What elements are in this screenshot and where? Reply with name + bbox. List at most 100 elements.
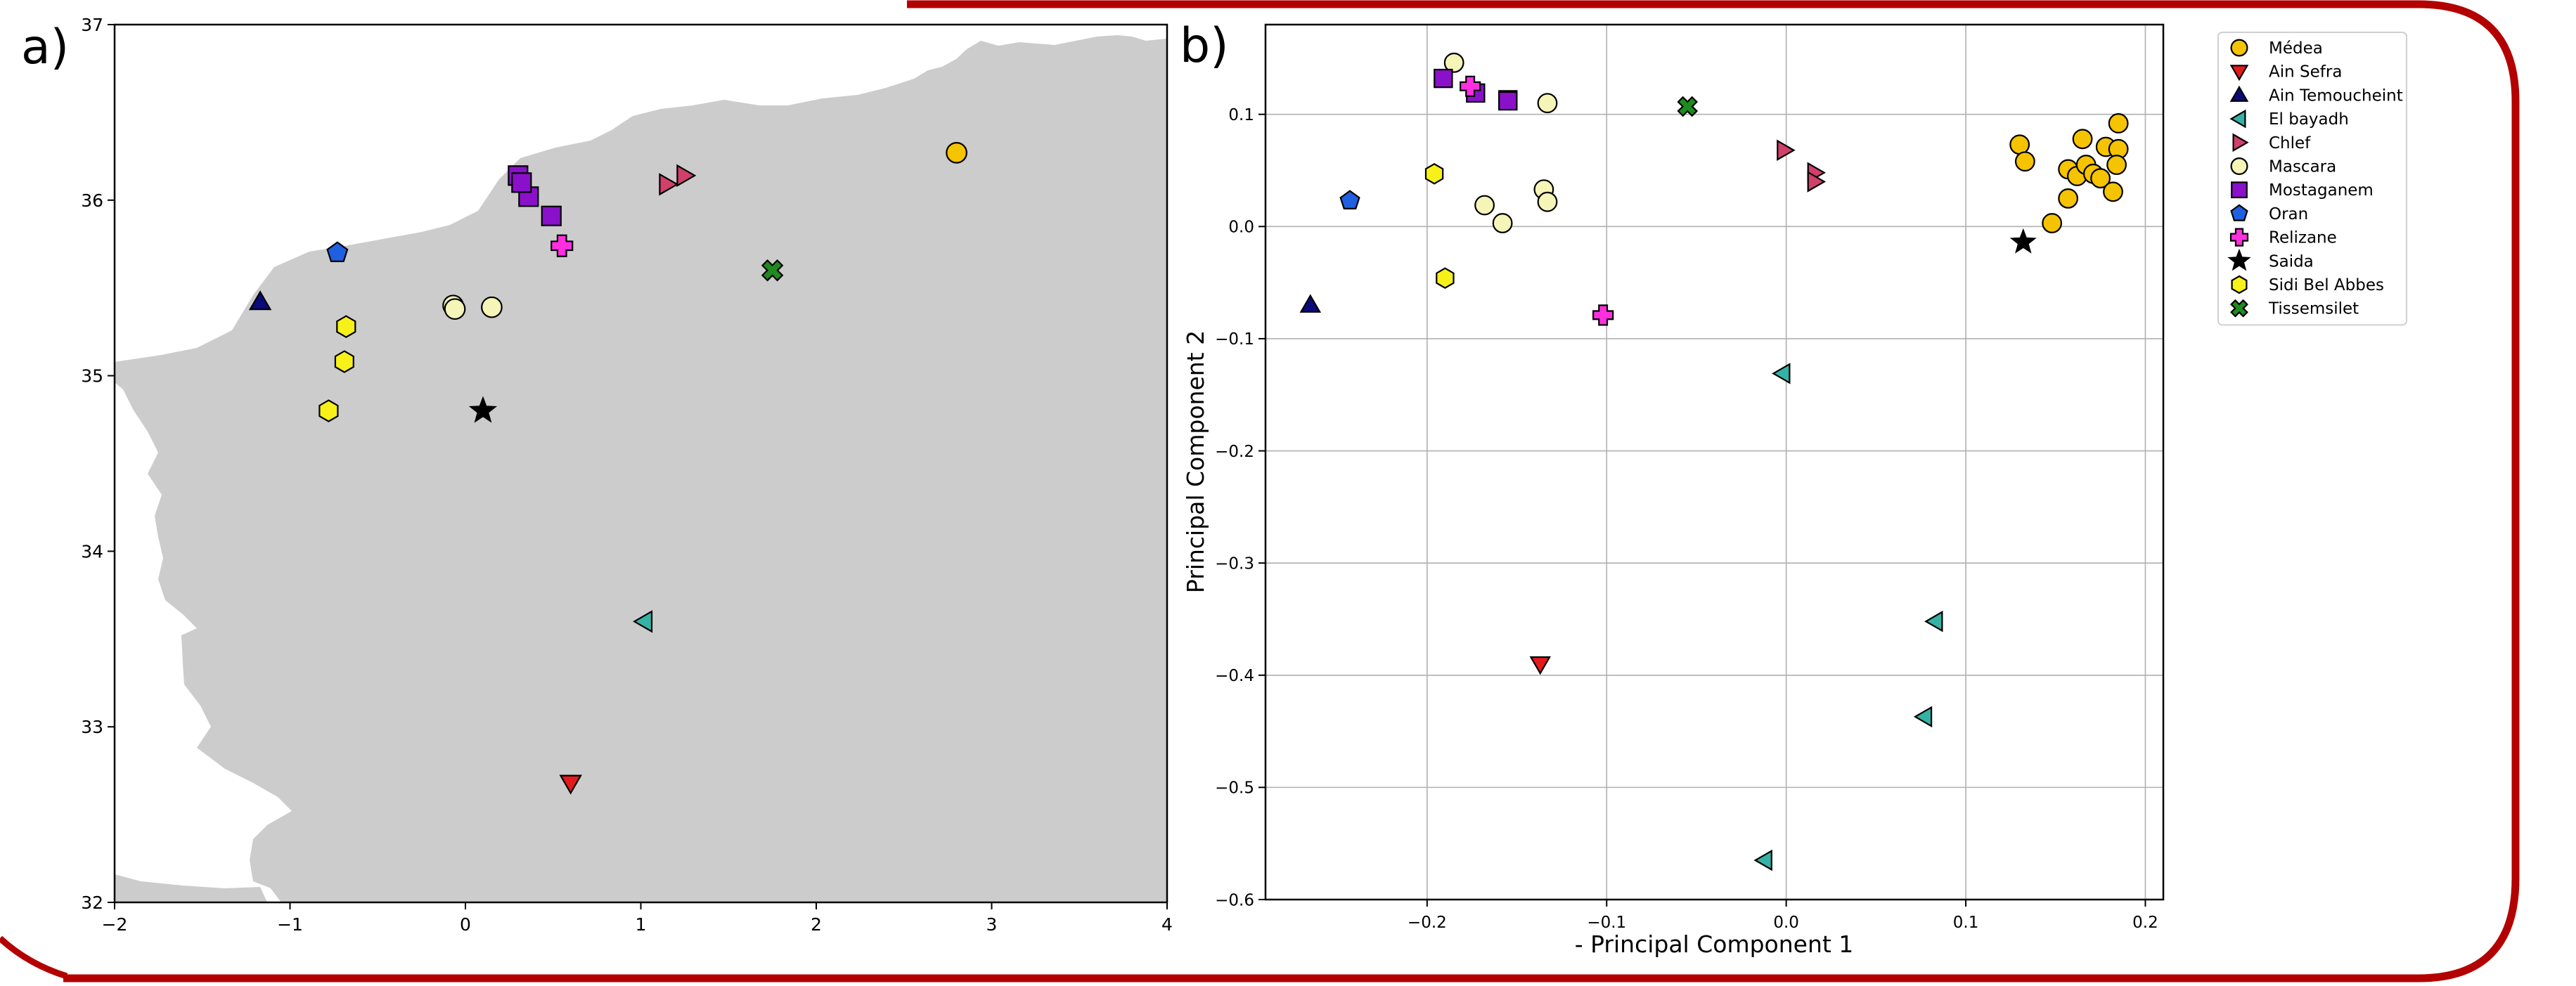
- legend-item-relizane: Relizane: [2229, 228, 2337, 247]
- a-ytick-label: 37: [81, 15, 103, 35]
- b-xtick-label: 0.2: [2132, 914, 2158, 932]
- a-point-sidi-bel-abbes: [318, 399, 339, 422]
- legend-label-mostaganem: Mostaganem: [2269, 181, 2374, 200]
- b-point-medea: [2108, 113, 2129, 134]
- legend-box: [2217, 32, 2407, 326]
- legend-item-chlef: Chlef: [2232, 133, 2311, 153]
- b-point-medea: [2009, 134, 2030, 155]
- legend-label-tissemsilet: Tissemsilet: [2268, 300, 2359, 318]
- a-xtick-label: 4: [1161, 914, 1173, 935]
- legend-marker-tissemsilet: [2230, 299, 2248, 318]
- b-ytick-label: 0.0: [1228, 219, 1254, 237]
- legend-label-mascara: Mascara: [2269, 158, 2336, 176]
- a-point-saida: [468, 396, 498, 423]
- b-ytick-label: −0.6: [1215, 891, 1254, 909]
- b-xtick-label: 0.1: [1953, 914, 1979, 932]
- map-land-corner: [115, 874, 267, 902]
- b-point-mascara: [1537, 93, 1558, 114]
- panel-b-ylabel: Principal Component 2: [1182, 330, 1209, 593]
- legend-item-ain-temoucheint: Ain Temoucheint: [2229, 85, 2403, 105]
- b-ytick-label: 0.1: [1228, 106, 1254, 124]
- legend-item-sidi-bel-abbes: Sidi Bel Abbes: [2231, 275, 2384, 294]
- a-point-mostaganem: [541, 205, 562, 226]
- legend-label-sidi-bel-abbes: Sidi Bel Abbes: [2269, 276, 2384, 294]
- legend-item-tissemsilet: Tissemsilet: [2230, 299, 2359, 318]
- panel-b-frame: [1264, 23, 2165, 901]
- a-point-chlef: [676, 164, 697, 188]
- legend-marker-ain-sefra: [2229, 65, 2249, 82]
- b-point-chlef: [1807, 171, 1826, 193]
- b-point-oran: [1339, 190, 1360, 209]
- a-point-relizane: [550, 234, 574, 257]
- a-xtick-label: 1: [636, 914, 647, 935]
- panel-b: b) −0.2 −0.1 0.0 0.1 0.2 −0.6 −0.5 −0.4 −0.3 −0.2…: [1180, 18, 2407, 958]
- b-point-medea: [2014, 151, 2035, 172]
- legend-marker-mascara: [2230, 157, 2248, 176]
- legend-item-mostaganem: Mostaganem: [2231, 181, 2374, 200]
- a-point-sidi-bel-abbes: [334, 350, 354, 373]
- b-point-ain-temoucheint: [1299, 294, 1322, 313]
- legend-marker-mostaganem: [2231, 181, 2248, 199]
- legend-label-relizane: Relizane: [2269, 229, 2337, 247]
- b-point-el-bayadh: [1913, 706, 1933, 728]
- legend-label-saida: Saida: [2269, 252, 2314, 271]
- a-xtick-label: −2: [102, 914, 128, 935]
- legend-marker-el-bayadh: [2229, 109, 2246, 129]
- legend-marker-sidi-bel-abbes: [2231, 275, 2248, 294]
- b-point-sidi-bel-abbes: [1436, 267, 1455, 289]
- b-point-medea: [2042, 213, 2063, 233]
- panel-b-xlabel: - Principal Component 1: [1575, 930, 1854, 958]
- b-point-ain-sefra: [1529, 656, 1552, 675]
- panel-b-markers: [1299, 52, 2129, 871]
- b-point-mostaganem: [1434, 68, 1453, 89]
- legend-item-mascara: Mascara: [2230, 157, 2336, 176]
- panel-a-markers: [248, 142, 967, 795]
- legend-item-medea: Médea: [2230, 39, 2323, 58]
- a-xtick-label: 2: [811, 914, 822, 935]
- panel-b-label: b): [1180, 18, 1229, 74]
- a-ytick-label: 34: [81, 541, 103, 562]
- map-land: [115, 35, 1167, 902]
- b-point-medea: [2103, 181, 2123, 202]
- legend-marker-oran: [2230, 204, 2248, 221]
- a-ytick-label: 32: [81, 893, 103, 913]
- b-point-medea: [2072, 129, 2093, 150]
- b-point-medea: [2058, 188, 2079, 209]
- b-ytick-label: −0.1: [1215, 330, 1254, 349]
- panel-b-plot-area: [1266, 25, 2163, 900]
- b-point-chlef: [1777, 139, 1796, 162]
- b-ytick-label: −0.4: [1215, 667, 1254, 685]
- a-point-mascara: [444, 298, 466, 320]
- a-xtick-label: −1: [277, 914, 303, 935]
- a-point-tissemsilet: [761, 259, 784, 282]
- b-point-sidi-bel-abbes: [1424, 163, 1444, 185]
- b-point-saida: [2009, 228, 2037, 254]
- b-point-mascara: [1492, 213, 1513, 233]
- a-ytick-label: 36: [81, 190, 103, 211]
- a-ytick-label: 35: [81, 366, 103, 387]
- b-ytick-label: −0.5: [1215, 779, 1254, 798]
- legend-item-el-bayadh: El bayadh: [2229, 109, 2349, 129]
- legend: Médea Ain Sefra Ain Temoucheint El bayadh Ch…: [2217, 32, 2407, 326]
- a-ytick-label: 33: [81, 717, 103, 737]
- b-point-relizane: [1460, 75, 1481, 97]
- a-point-mascara: [481, 296, 503, 318]
- b-ytick-label: −0.2: [1215, 443, 1254, 461]
- a-point-el-bayadh: [632, 610, 653, 633]
- b-point-relizane: [1592, 304, 1614, 326]
- a-point-ain-temoucheint: [248, 290, 272, 311]
- legend-marker-saida: [2227, 248, 2251, 271]
- b-ytick-label: −0.3: [1215, 554, 1254, 573]
- b-point-mostaganem: [1498, 91, 1518, 111]
- b-xtick-label: −0.1: [1587, 914, 1626, 932]
- a-xtick-label: 3: [986, 914, 998, 935]
- a-point-oran: [326, 241, 349, 262]
- legend-label-el-bayadh: El bayadh: [2269, 110, 2349, 129]
- b-point-medea: [2106, 155, 2127, 175]
- b-xtick-label: −0.2: [1408, 914, 1447, 932]
- b-point-tissemsilet: [1677, 96, 1699, 117]
